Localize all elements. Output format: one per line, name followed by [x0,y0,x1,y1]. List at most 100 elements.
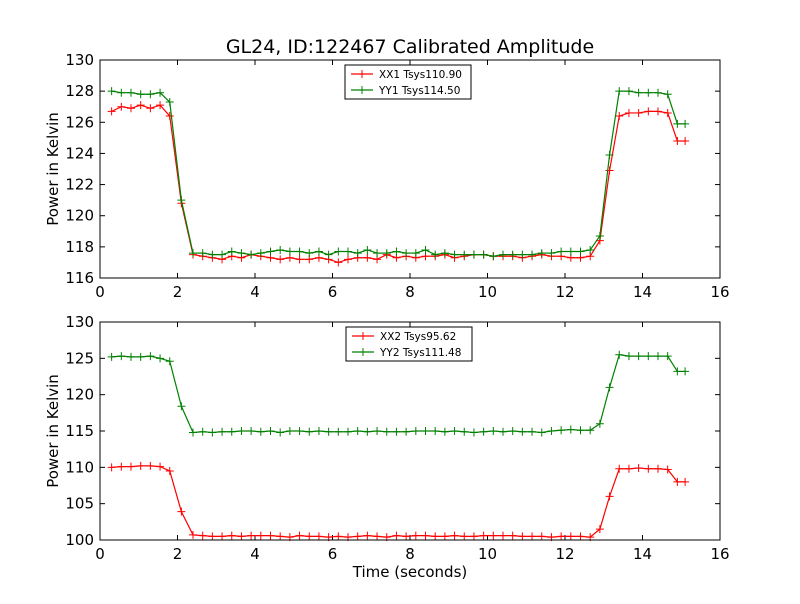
data-point [107,463,116,472]
data-point [624,464,633,473]
data-point [566,425,575,434]
data-point [634,88,643,97]
data-point [450,427,459,435]
data-point [156,101,165,110]
data-point [681,477,690,486]
data-point [421,531,430,540]
data-point [177,402,186,411]
data-point [460,532,469,541]
legend-label: XX2 Tsys95.62 [380,331,456,343]
data-point [237,427,246,435]
data-point [681,119,690,128]
x-tick-label: 6 [328,545,338,563]
data-point [469,532,478,541]
data-point [373,532,382,541]
x-tick-label: 10 [478,283,497,301]
data-point [681,367,690,376]
data-point [285,247,294,256]
data-point [479,427,488,436]
data-point [208,532,217,541]
y-tick-label: 118 [65,238,94,256]
data-point [266,247,275,256]
data-point [117,102,126,111]
legend-label: XX1 Tsys110.90 [379,69,462,81]
data-point [382,249,391,258]
y-tick-label: 120 [65,207,94,225]
data-point [421,245,430,254]
data-point [266,531,275,540]
data-point [295,427,304,435]
data-point [634,108,643,117]
legend-label: YY1 Tsys114.50 [378,85,460,97]
data-point [324,427,333,436]
data-point [479,531,488,540]
data-point [673,119,682,128]
data-point [411,531,420,540]
data-point [624,87,633,96]
x-tick-label: 12 [555,545,574,563]
data-point [107,107,116,116]
y-tick-label: 122 [65,176,94,194]
x-axis-label: Time (seconds) [352,563,468,581]
data-point [373,249,382,258]
data-point [237,532,246,541]
data-point [334,532,343,541]
data-point [285,427,294,435]
data-point [528,532,537,541]
y-tick-label: 110 [65,458,94,476]
legend-marker [358,70,366,78]
data-point [440,249,449,258]
data-point [402,532,411,541]
data-point [117,88,126,97]
data-point [557,532,566,541]
data-point [165,466,174,475]
y-tick-label: 128 [65,82,94,100]
y-axis-label: Power in Kelvin [44,112,62,226]
data-point [431,250,440,259]
y-axis-label: Power in Kelvin [44,374,62,488]
data-point [411,427,420,435]
data-point [189,249,197,258]
data-point [586,245,595,254]
y-tick-label: 100 [65,531,94,549]
data-point [314,532,323,541]
data-point [537,249,546,258]
data-point [208,428,217,437]
data-point [663,108,672,117]
data-point [566,532,575,541]
data-point [177,507,186,516]
x-tick-label: 0 [95,545,105,563]
data-point [127,462,135,471]
data-point [469,250,478,259]
data-point [227,247,236,256]
data-point [402,427,411,436]
data-point [605,383,614,392]
x-tick-label: 14 [633,283,652,301]
y-tick-label: 130 [65,313,94,331]
data-point [499,531,507,540]
data-point [314,247,323,256]
data-point [136,461,145,470]
x-tick-label: 2 [173,283,183,301]
legend-box [345,326,473,362]
data-point [681,136,690,145]
data-point [136,101,145,110]
data-point [227,531,236,540]
data-point [189,428,197,437]
data-point [266,427,275,435]
data-point [344,247,352,256]
data-point [334,247,343,256]
data-point [146,90,155,99]
data-point [537,428,546,437]
x-tick-label: 10 [478,545,497,563]
data-point [663,465,672,474]
data-point [334,427,343,436]
plot-frame [99,59,721,279]
legend-label: YY2 Tsys111.48 [379,347,461,359]
data-point [276,255,285,264]
data-point [644,88,653,97]
y-tick-label: 130 [65,51,94,69]
data-point [479,250,488,259]
data-point [136,352,145,361]
data-point [198,531,207,540]
